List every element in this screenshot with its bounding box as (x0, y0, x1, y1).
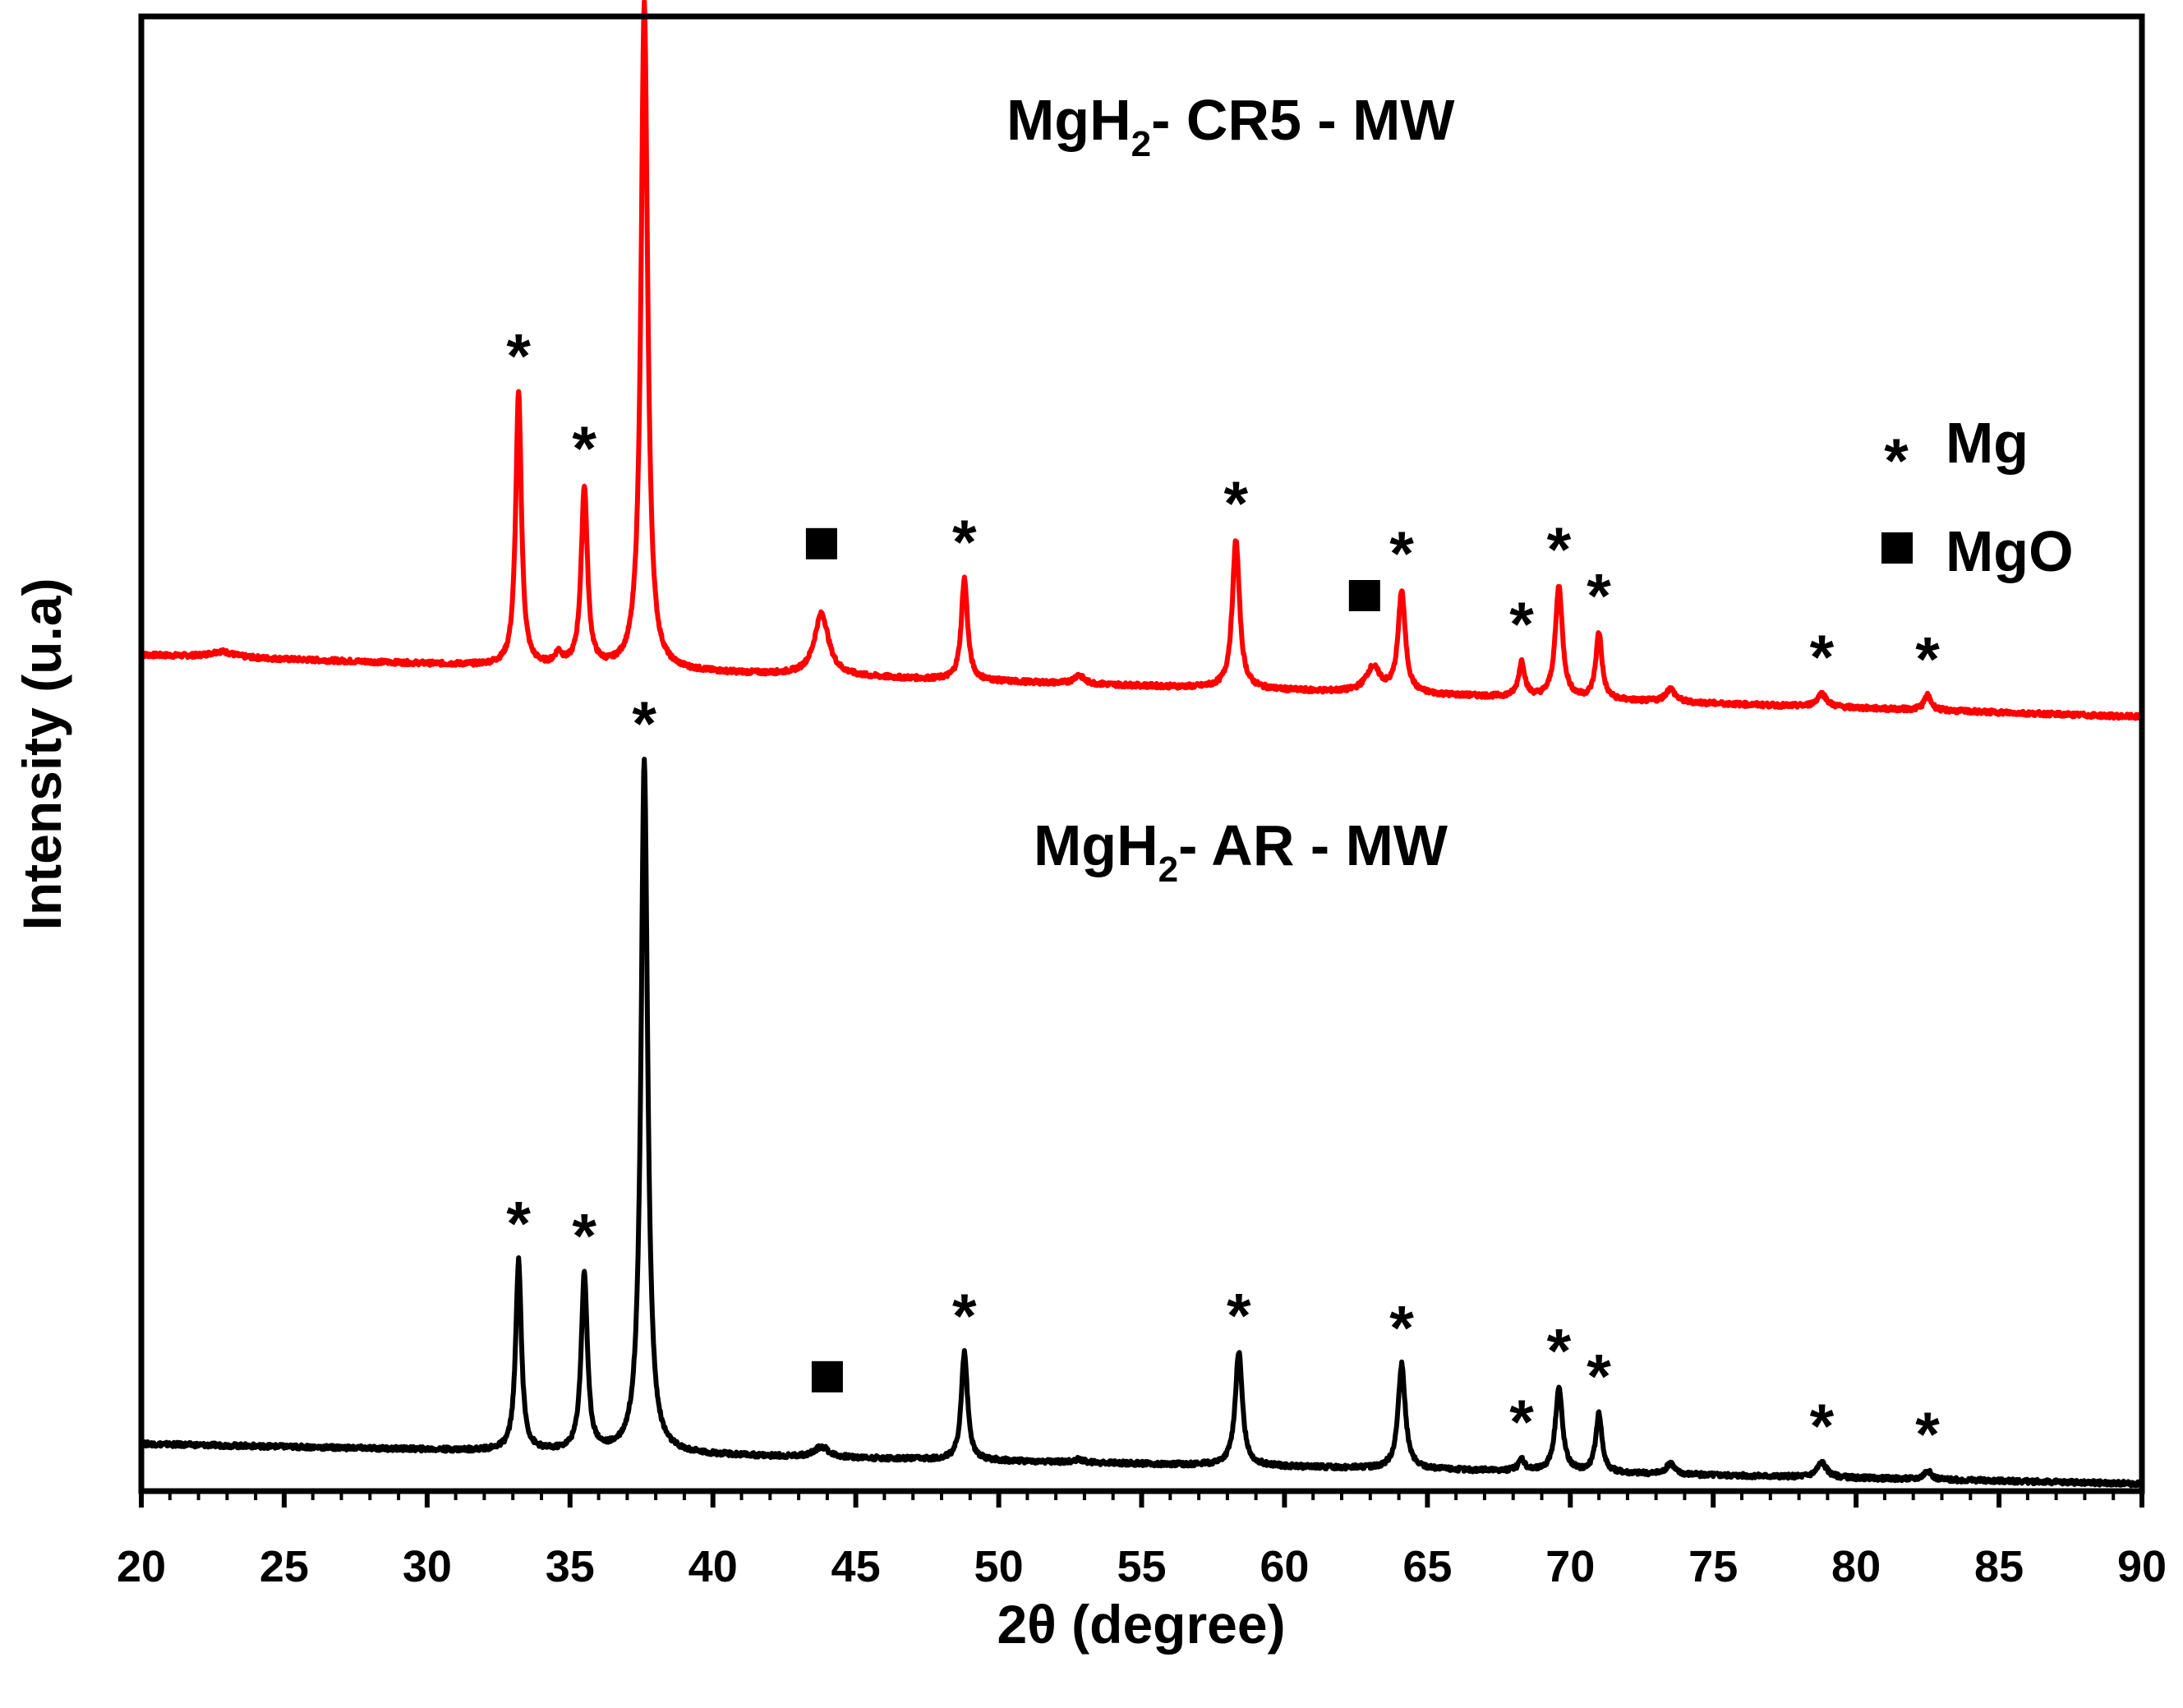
x-tick-label: 50 (974, 1542, 1024, 1591)
series-label-ar-sub: 2 (1158, 849, 1178, 890)
mgo-marker (811, 1360, 843, 1393)
mg-marker: * (1509, 590, 1534, 660)
mg-marker: * (1389, 519, 1414, 589)
x-tick-label: 25 (260, 1542, 309, 1591)
series-label-cr5-sub: 2 (1131, 124, 1151, 164)
legend: * Mg MgO (1881, 411, 2074, 583)
series-layer (139, 0, 2144, 1489)
mg-marker: * (1547, 515, 1572, 585)
series-label-ar-main: MgH (1034, 813, 1158, 877)
x-tick-label: 80 (1831, 1542, 1881, 1591)
mg-marker: * (1587, 1342, 1611, 1412)
legend-mg-label: Mg (1946, 411, 2029, 475)
mg-marker: * (1227, 1282, 1251, 1351)
x-tick-label: 85 (1974, 1542, 2024, 1591)
series-label-ar-rest: - AR - MW (1178, 813, 1448, 877)
mg-marker: * (1224, 469, 1249, 539)
x-tick-label: 20 (117, 1542, 166, 1591)
mg-marker: * (506, 322, 531, 392)
mg-marker: * (1810, 1392, 1835, 1462)
mg-marker: * (632, 0, 656, 2)
mg-marker: * (1509, 1388, 1534, 1457)
series-label-cr5-main: MgH (1006, 88, 1131, 152)
x-tick-label: 60 (1260, 1542, 1309, 1591)
series-line-ar (139, 757, 2144, 1489)
mg-marker: * (1587, 562, 1611, 632)
mg-marker: * (952, 1282, 977, 1351)
x-tick-label: 55 (1117, 1542, 1166, 1591)
mg-marker: * (506, 1190, 531, 1259)
mg-marker: * (1810, 623, 1835, 693)
x-tick-label: 90 (2117, 1542, 2167, 1591)
x-tick-label: 65 (1402, 1542, 1452, 1591)
mg-marker: * (952, 508, 977, 578)
mg-marker: * (572, 414, 596, 484)
series-label-ar: MgH2- AR - MW (1034, 813, 1448, 890)
x-tick-label: 75 (1688, 1542, 1738, 1591)
mg-marker: * (1389, 1293, 1414, 1363)
x-axis-label: 2θ (degree) (997, 1594, 1285, 1655)
mg-marker: * (632, 689, 656, 759)
mg-marker: * (1915, 1400, 1940, 1470)
x-tick-label: 35 (546, 1542, 595, 1591)
x-tick-label: 40 (689, 1542, 738, 1591)
mgo-marker (805, 527, 837, 559)
series-line-cr5 (139, 0, 2144, 721)
legend-mgo-symbol (1881, 532, 1913, 564)
legend-mgo-label: MgO (1946, 519, 2074, 583)
x-axis-ticks: 20 25 30 35 40 45 50 55 60 65 70 75 80 85 90 (117, 1491, 2167, 1591)
x-tick-label: 70 (1545, 1542, 1595, 1591)
mg-marker: * (572, 1202, 596, 1272)
peak-markers: ********************** (506, 0, 1940, 1470)
mgo-marker (1348, 580, 1380, 611)
y-axis-label: Intensity (u.a) (12, 578, 72, 930)
series-label-cr5-rest: - CR5 - MW (1151, 88, 1454, 152)
series-label-cr5: MgH2- CR5 - MW (1006, 88, 1455, 164)
x-tick-label: 30 (403, 1542, 452, 1591)
legend-mg-symbol: * (1884, 426, 1909, 496)
x-tick-label: 45 (831, 1542, 881, 1591)
mg-marker: * (1915, 625, 1940, 695)
mg-marker: * (1547, 1317, 1572, 1387)
